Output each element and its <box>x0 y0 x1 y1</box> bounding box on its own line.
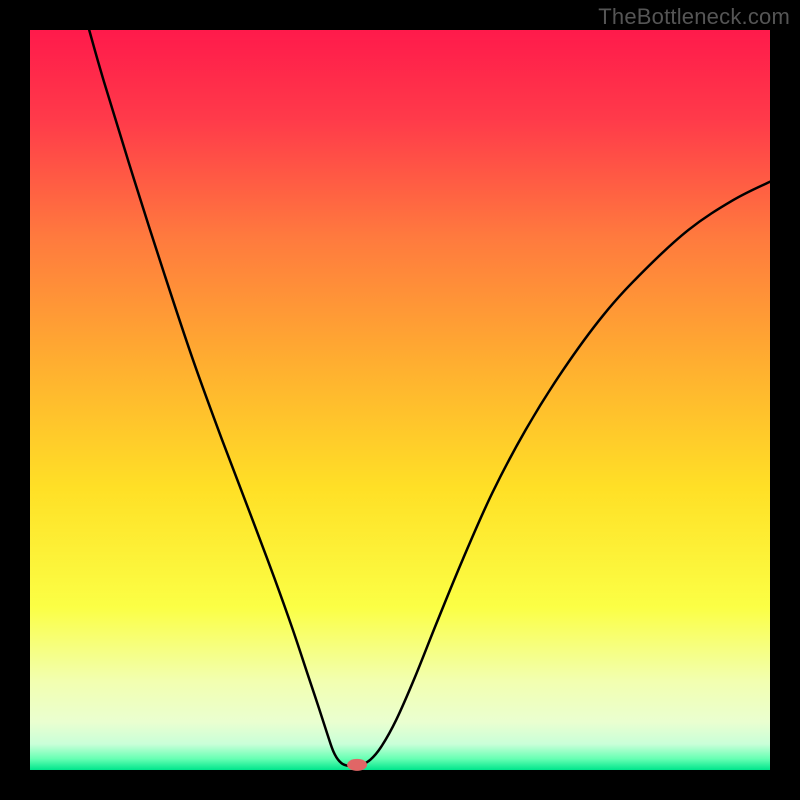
bottleneck-chart <box>0 0 800 800</box>
minimum-marker <box>347 759 367 771</box>
plot-background <box>30 30 770 770</box>
watermark-text: TheBottleneck.com <box>598 4 790 30</box>
chart-container: TheBottleneck.com <box>0 0 800 800</box>
